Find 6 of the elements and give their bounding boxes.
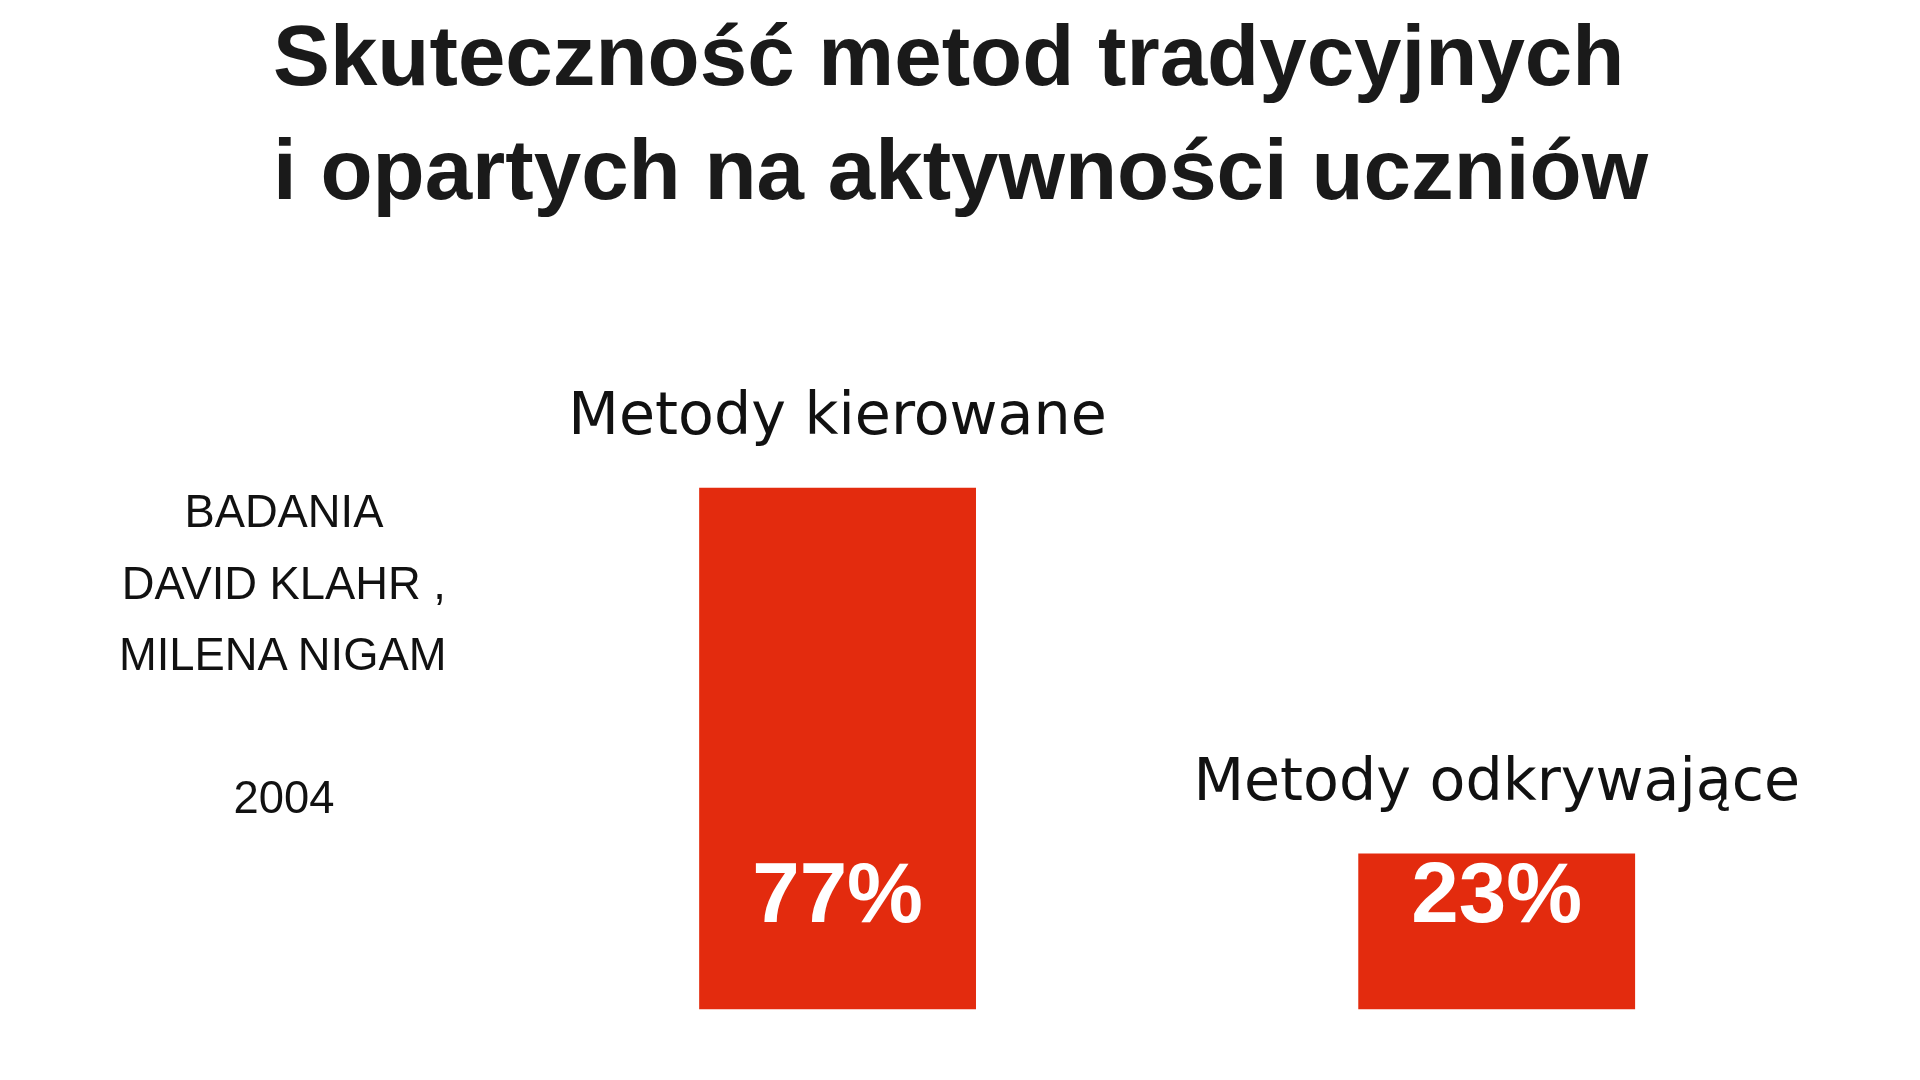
- x-tick-label: Metody odkrywające: [1193, 745, 1800, 814]
- text: BADANIA DAVID KLAHR , MILENA NIGAM 2004: [118, 486, 447, 823]
- data-label: 23%: [1411, 844, 1583, 940]
- data-label: 77%: [752, 844, 923, 940]
- x-tick-label: Metody kierowane: [568, 379, 1107, 448]
- chart-title: Skuteczność metod tradycyjnych i opartych na aktywności uczniów: [272, 7, 1649, 217]
